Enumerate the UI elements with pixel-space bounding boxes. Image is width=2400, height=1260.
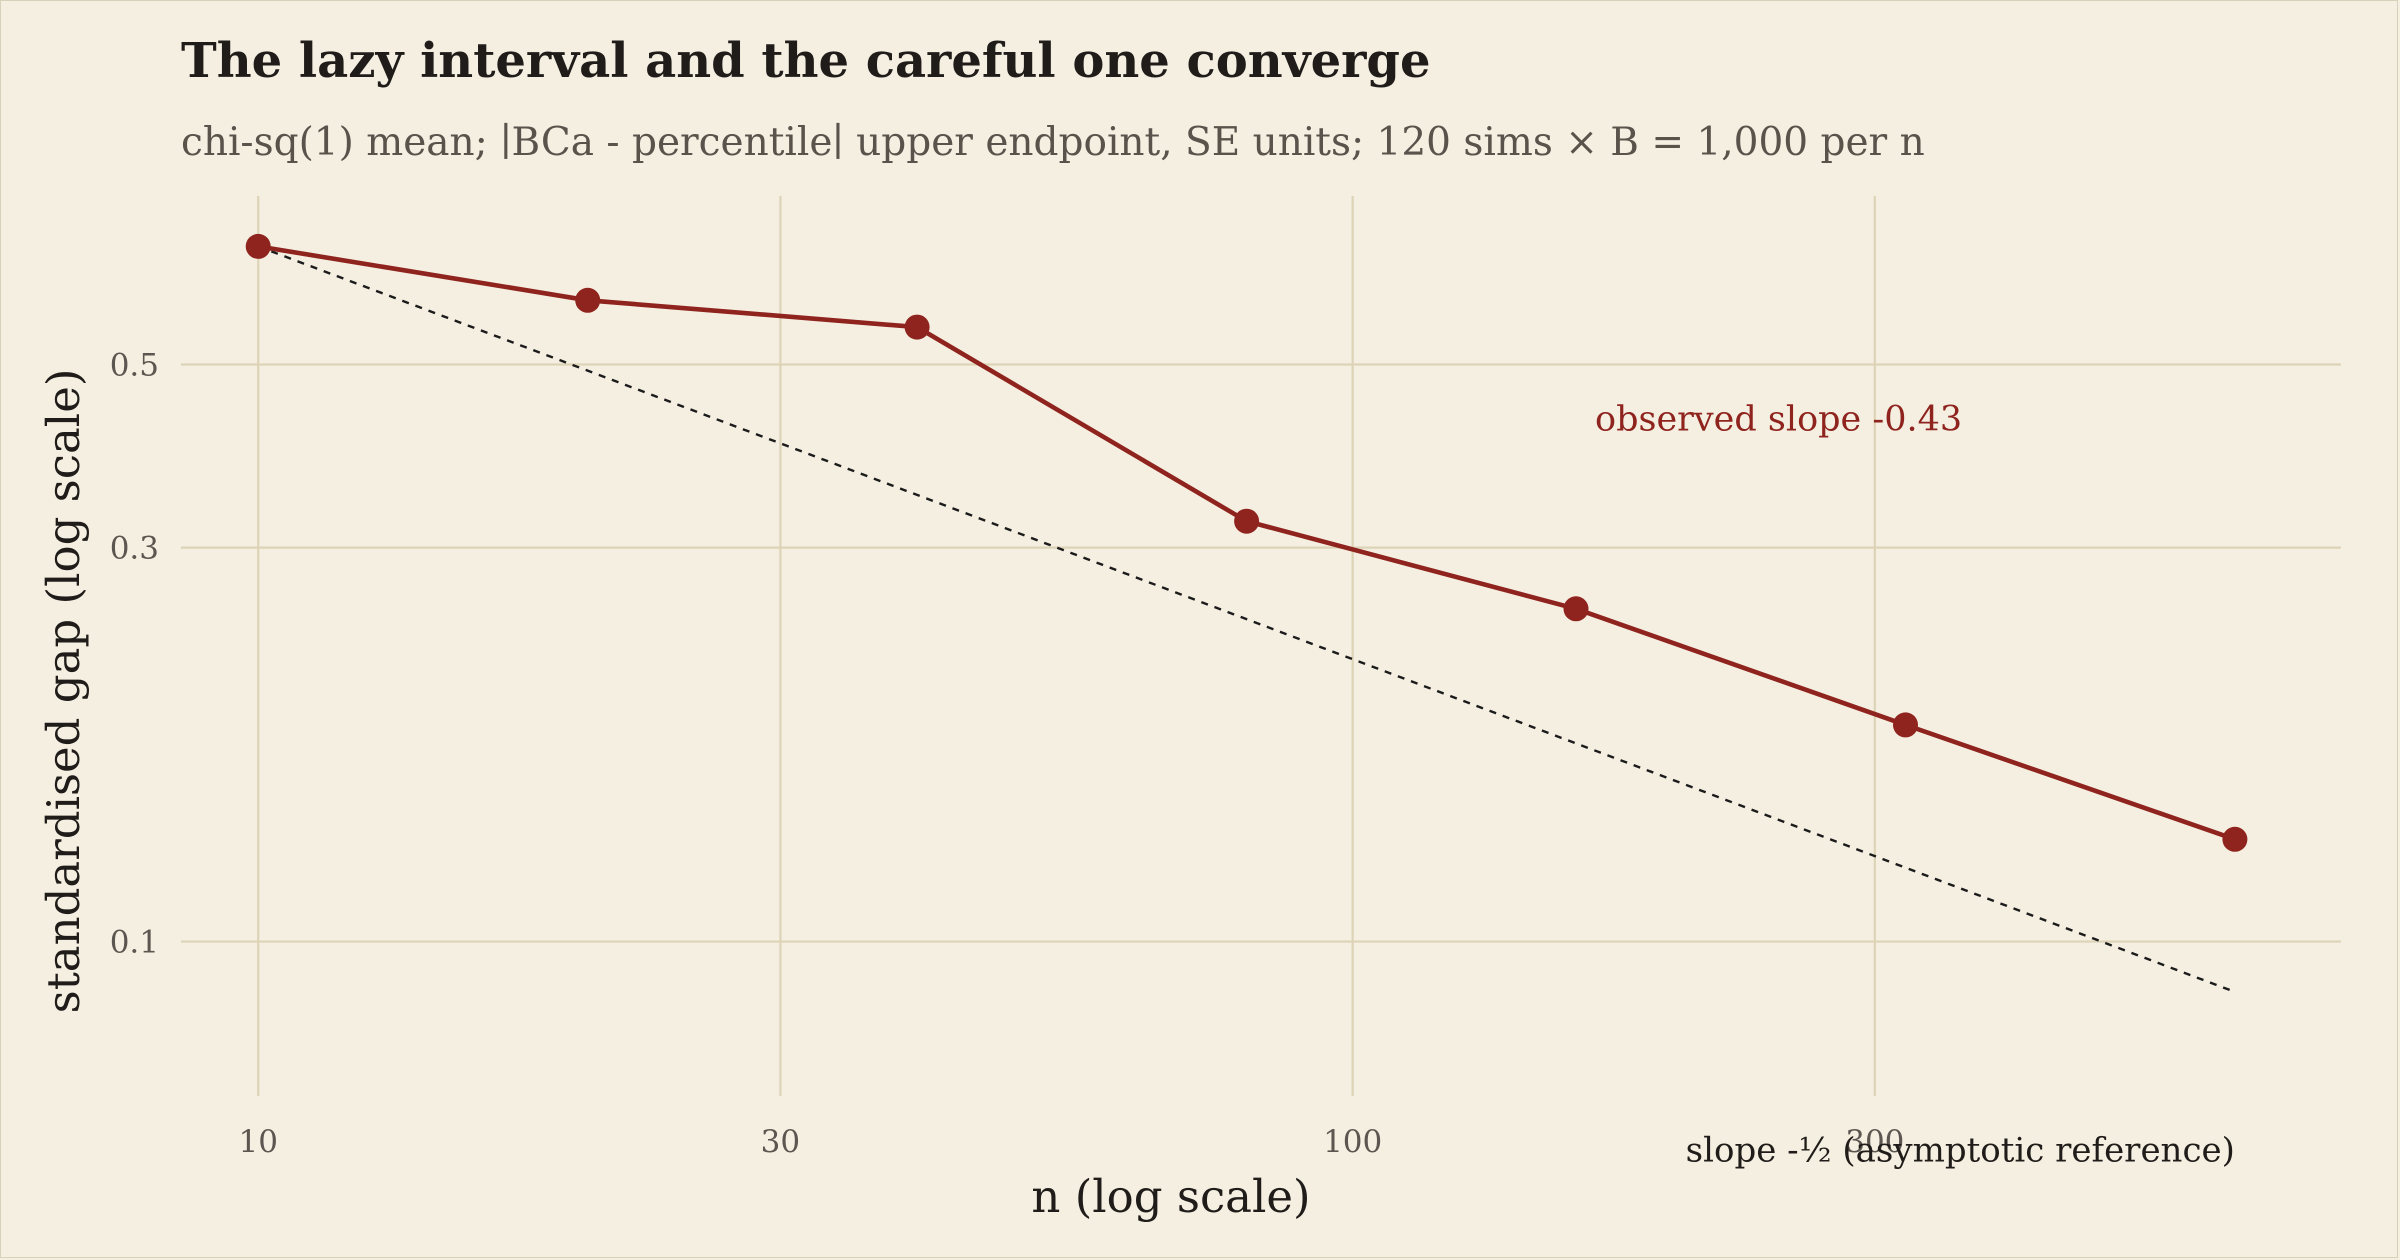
x-tick-label: 100 [1323, 1124, 1382, 1160]
y-tick-label: 0.3 [110, 531, 159, 567]
x-grid [257, 196, 1876, 1096]
observed-series-line [255, 244, 2238, 842]
chart-title: The lazy interval and the careful one co… [181, 33, 1431, 89]
y-tick-label: 0.1 [110, 925, 159, 961]
y-grid [181, 363, 2341, 943]
data-point [575, 287, 601, 313]
data-point [904, 314, 930, 340]
y-axis-title: standardised gap (log scale) [37, 369, 90, 1014]
data-point [2222, 826, 2248, 852]
x-tick-label: 30 [761, 1124, 800, 1160]
chart-subtitle: chi-sq(1) mean; ∣BCa - percentile∣ upper… [181, 120, 1925, 165]
y-tick-label: 0.5 [110, 348, 159, 384]
reference-slope-annotation: slope -½ (asymptotic reference) [1686, 1130, 2235, 1170]
reference-slope-line [257, 245, 2236, 994]
data-point [1234, 508, 1260, 534]
observed-points [245, 233, 2248, 852]
x-tick-labels: 10 30 100 300 [239, 1124, 1905, 1160]
data-point [1563, 596, 1589, 622]
data-point [245, 233, 271, 259]
observed-slope-annotation: observed slope -0.43 [1595, 400, 1962, 440]
x-tick-label: 300 [1845, 1124, 1904, 1160]
x-axis-title: n (log scale) [1031, 1170, 1310, 1223]
data-point [1893, 712, 1918, 738]
x-tick-label: 10 [239, 1124, 278, 1160]
y-tick-labels: 0.1 0.3 0.5 [110, 348, 159, 961]
